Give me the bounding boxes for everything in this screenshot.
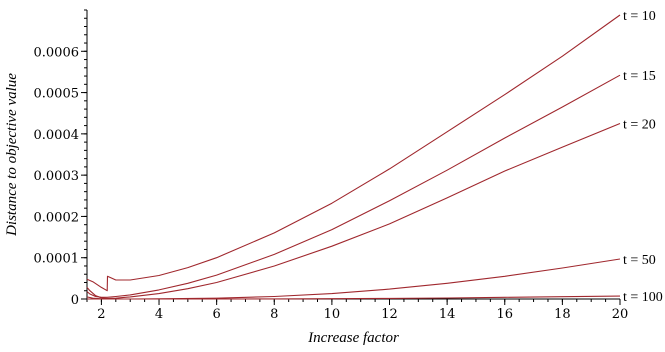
series-labels: t = 10 t = 15 t = 20 t = 50 t = 100	[623, 9, 663, 305]
series-lines	[86, 14, 621, 300]
series-line-1	[86, 14, 621, 292]
x-tick-label: 18	[554, 307, 571, 322]
y-axis-ticks: 0 0.0001 0.0002 0.0003 0.0004 0.0005 0.0006	[34, 9, 87, 308]
x-axis-title: Increase factor	[307, 330, 399, 346]
x-tick-label: 20	[612, 307, 629, 322]
series-line-5	[87, 295, 621, 300]
series-label-1: t = 10	[623, 9, 656, 24]
y-tick-label: 0.0004	[34, 128, 80, 143]
y-tick-label: 0	[71, 293, 79, 308]
x-tick-label: 8	[270, 307, 278, 322]
y-tick-label: 0.0006	[34, 45, 80, 60]
series-label-2: t = 15	[623, 69, 656, 84]
series-line-3	[86, 122, 621, 300]
x-tick-label: 12	[381, 307, 398, 322]
y-tick-label: 0.0005	[34, 87, 80, 102]
x-tick-label: 16	[496, 307, 513, 322]
x-axis-ticks: 2 4 6 8 10 12 14 16 18 20	[86, 299, 629, 322]
y-tick-label: 0.0003	[34, 169, 80, 184]
series-label-4: t = 50	[623, 253, 656, 268]
y-tick-label: 0.0002	[34, 210, 80, 225]
series-line-4	[86, 258, 621, 300]
series-label-5: t = 100	[623, 290, 663, 305]
y-tick-label: 0.0001	[34, 252, 80, 267]
x-tick-label: 6	[213, 307, 221, 322]
x-tick-label: 2	[97, 307, 105, 322]
x-tick-label: 4	[155, 307, 163, 322]
x-tick-label: 14	[439, 307, 456, 322]
series-line-2	[86, 74, 621, 298]
x-tick-label: 10	[324, 307, 341, 322]
y-axis-title: Distance to objective value	[4, 73, 20, 237]
series-label-3: t = 20	[623, 118, 656, 133]
